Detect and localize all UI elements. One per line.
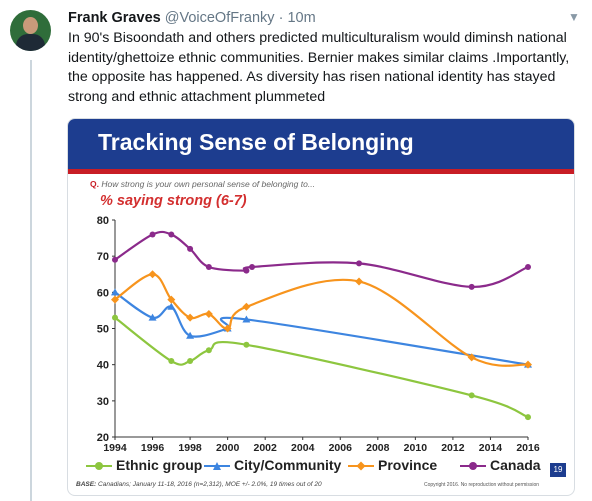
legend-label-province: Province bbox=[378, 457, 438, 473]
separator-dot: · bbox=[278, 10, 284, 26]
line-chart: 20 30 40 50 60 70 80 1994 1996 1998 2000 2002 2004 20… bbox=[97, 215, 540, 454]
legend-item-province: Province bbox=[348, 455, 437, 475]
data-point-province bbox=[167, 295, 176, 304]
base-text: Canadians; January 11-18, 2016 (n=2,312)… bbox=[98, 481, 322, 488]
data-point-city-community bbox=[111, 288, 119, 296]
x-tick-label: 2000 bbox=[216, 442, 240, 454]
data-point-province bbox=[186, 313, 195, 322]
data-point-province bbox=[223, 324, 232, 333]
tweet-image-card[interactable]: Tracking Sense of Belonging Q. How stron… bbox=[67, 118, 575, 496]
y-tick-label: 20 bbox=[97, 432, 109, 444]
tweet-timestamp[interactable]: 10m bbox=[287, 10, 316, 26]
base-label: BASE: bbox=[76, 481, 97, 488]
series-line-ethnic-group bbox=[114, 316, 529, 419]
question-text: How strong is your own personal sense of… bbox=[101, 179, 315, 189]
data-point-province bbox=[355, 277, 364, 286]
x-tick-label: 1998 bbox=[178, 442, 202, 454]
legend-marker bbox=[469, 462, 477, 471]
legend-swatch-canada bbox=[460, 459, 486, 473]
data-point-city-community bbox=[186, 331, 195, 339]
legend-item-canada: Canada bbox=[460, 455, 541, 475]
data-point-city-community bbox=[148, 313, 157, 321]
legend-swatch-city-community bbox=[204, 459, 230, 473]
data-point-city-community bbox=[242, 315, 251, 323]
page-number: 19 bbox=[550, 463, 566, 477]
data-point-canada bbox=[205, 264, 212, 271]
chart-legend: Ethnic group City/Community Province Canada bbox=[86, 455, 556, 477]
y-tick-label: 50 bbox=[97, 324, 109, 336]
x-tick-label: 2010 bbox=[404, 442, 428, 454]
thread-line bbox=[30, 60, 32, 501]
data-point-canada bbox=[112, 256, 118, 263]
avatar-head-shape bbox=[23, 17, 38, 34]
legend-swatch-province bbox=[348, 459, 374, 473]
series-line-city-community bbox=[114, 291, 529, 366]
x-tick-label: 1996 bbox=[141, 442, 165, 454]
question-marker: Q. bbox=[90, 179, 99, 189]
data-point-canada bbox=[468, 283, 475, 290]
data-point-canada bbox=[525, 264, 531, 271]
data-point-canada bbox=[187, 245, 194, 252]
author-handle[interactable]: @VoiceOfFranky bbox=[164, 10, 275, 26]
data-point-ethnic-group bbox=[187, 358, 194, 365]
banner-stripe bbox=[68, 169, 574, 174]
legend-marker bbox=[95, 462, 103, 471]
legend-item-ethnic-group: Ethnic group bbox=[86, 455, 202, 475]
data-point-province bbox=[111, 295, 119, 304]
tweet-text: In 90's Bisoondath and others predicted … bbox=[68, 30, 570, 105]
x-tick-label: 2008 bbox=[366, 442, 390, 454]
y-tick-label: 40 bbox=[97, 360, 109, 372]
y-tick-label: 70 bbox=[97, 251, 109, 263]
copyright-note: Copyright 2016. No reproduction without … bbox=[424, 482, 540, 488]
data-point-city-community bbox=[167, 302, 176, 310]
avatar-body-shape bbox=[16, 34, 45, 51]
data-point-ethnic-group bbox=[112, 314, 118, 321]
question-line: Q. How strong is your own personal sense… bbox=[90, 179, 315, 189]
data-point-province bbox=[204, 310, 213, 319]
legend-swatch-ethnic-group bbox=[86, 459, 112, 473]
legend-label-ethnic-group: Ethnic group bbox=[116, 457, 203, 473]
y-tick-label: 60 bbox=[97, 287, 109, 299]
avatar[interactable] bbox=[10, 10, 51, 51]
data-point-canada bbox=[249, 264, 256, 271]
y-tick-label: 80 bbox=[97, 215, 109, 227]
legend-marker bbox=[356, 461, 366, 471]
data-point-ethnic-group bbox=[468, 392, 475, 399]
x-tick-label: 2002 bbox=[254, 442, 278, 454]
base-footnote: BASE: Canadians; January 11-18, 2016 (n=… bbox=[76, 481, 322, 488]
data-point-ethnic-group bbox=[205, 347, 212, 354]
data-point-province bbox=[148, 270, 157, 279]
x-tick-label: 2016 bbox=[516, 442, 540, 454]
data-point-province bbox=[467, 353, 476, 362]
legend-item-city-community: City/Community bbox=[204, 455, 341, 475]
legend-label-city-community: City/Community bbox=[234, 457, 342, 473]
series-line-canada bbox=[114, 230, 529, 289]
chevron-down-icon[interactable]: ▼ bbox=[568, 10, 580, 24]
data-point-ethnic-group bbox=[525, 414, 531, 421]
x-tick-label: 2006 bbox=[329, 442, 353, 454]
data-point-province bbox=[524, 360, 532, 369]
data-point-ethnic-group bbox=[243, 341, 250, 348]
data-point-canada bbox=[168, 231, 175, 238]
data-point-canada bbox=[149, 231, 156, 238]
slide-banner: Tracking Sense of Belonging bbox=[68, 119, 574, 169]
legend-marker bbox=[213, 462, 221, 471]
data-point-canada bbox=[243, 267, 250, 274]
x-tick-label: 2004 bbox=[291, 442, 315, 454]
x-tick-label: 1994 bbox=[103, 442, 127, 454]
y-tick-label: 30 bbox=[97, 396, 109, 408]
chart-subtitle: % saying strong (6-7) bbox=[100, 193, 247, 209]
data-point-ethnic-group bbox=[168, 358, 175, 365]
x-tick-label: 2014 bbox=[479, 442, 503, 454]
author-name[interactable]: Frank Graves bbox=[68, 10, 161, 26]
tweet-header: Frank Graves @VoiceOfFranky · 10m bbox=[68, 9, 316, 27]
legend-label-canada: Canada bbox=[490, 457, 541, 473]
x-tick-label: 2012 bbox=[441, 442, 465, 454]
slide-title: Tracking Sense of Belonging bbox=[98, 129, 414, 155]
data-point-canada bbox=[356, 260, 363, 267]
series-line-province bbox=[114, 273, 529, 367]
data-point-province bbox=[242, 302, 251, 311]
